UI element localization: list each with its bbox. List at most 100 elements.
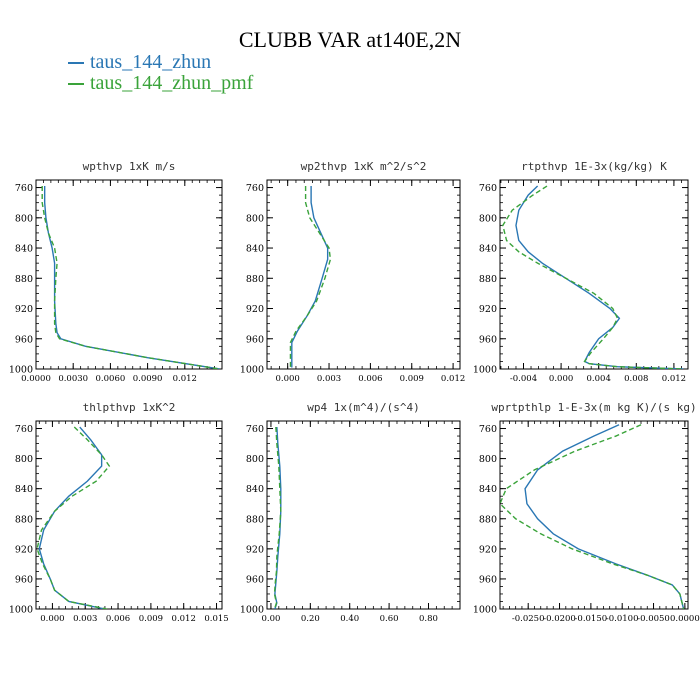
x-tick-label: -0.0200 [543, 614, 576, 624]
series-line-taus-144-zhun-pmf [289, 186, 332, 368]
plot-frame [499, 420, 689, 610]
y-tick-label: 880 [479, 274, 497, 285]
x-tick-label: 0.009 [400, 374, 424, 384]
x-tick-label: 0.015 [204, 614, 228, 624]
x-tick-label: 0.012 [662, 374, 686, 384]
plot-frame [266, 420, 461, 610]
series-line-taus-144-zhun [291, 186, 329, 368]
y-tick-label: 960 [479, 574, 497, 585]
x-tick-label: 0.004 [587, 374, 611, 384]
panel-title: wp4 1x(m^4)/(s^4) [307, 401, 420, 414]
series-line-taus-144-zhun [43, 186, 220, 369]
x-tick-label: 0.000 [276, 374, 300, 384]
x-tick-label: 0.012 [173, 374, 197, 384]
panel-title: wpthvp 1xK m/s [83, 160, 176, 173]
legend-entry: taus_144_zhun [68, 51, 211, 74]
x-tick-label: 0.20 [301, 614, 320, 624]
y-tick-label: 1000 [9, 605, 33, 616]
y-tick-label: 1000 [240, 365, 264, 376]
y-tick-label: 880 [246, 274, 264, 285]
y-tick-label: 960 [246, 334, 264, 345]
plot-frame [266, 179, 461, 370]
plot-frame [499, 179, 689, 370]
x-tick-label: 0.40 [340, 614, 359, 624]
y-tick-label: 960 [479, 334, 497, 345]
y-tick-label: 920 [479, 544, 497, 555]
plot-frame [35, 179, 223, 370]
y-tick-label: 880 [479, 514, 497, 525]
x-tick-label: 0.012 [441, 374, 465, 384]
x-tick-label: 0.0030 [58, 374, 88, 384]
x-tick-label: 0.000 [40, 614, 64, 624]
y-tick-label: 800 [246, 454, 264, 465]
y-tick-label: 800 [15, 454, 33, 465]
x-tick-label: 0.0090 [133, 374, 163, 384]
legend-label: taus_144_zhun [90, 51, 212, 73]
legend-swatch [68, 83, 84, 86]
y-tick-label: 760 [479, 183, 497, 194]
y-tick-label: 880 [15, 274, 33, 285]
x-tick-label: 0.012 [172, 614, 196, 624]
y-tick-label: 920 [479, 304, 497, 315]
y-tick-label: 760 [479, 424, 497, 435]
chart-panel: wprtpthlp 1-E-3x(m kg K)/(s kg) 760 800 840… [473, 401, 700, 624]
y-tick-label: 760 [246, 424, 264, 435]
x-tick-label: 0.60 [380, 614, 399, 624]
y-tick-label: 760 [15, 183, 33, 194]
x-tick-label: 0.0000 [21, 374, 51, 384]
y-tick-label: 880 [15, 514, 33, 525]
x-tick-label: 0.009 [139, 614, 163, 624]
y-tick-label: 760 [15, 424, 33, 435]
x-tick-label: 0.006 [358, 374, 382, 384]
panel-title: wprtpthlp 1-E-3x(m kg K)/(s kg) [491, 401, 696, 414]
series-line-taus-144-zhun [524, 424, 685, 609]
y-tick-label: 800 [15, 213, 33, 224]
x-tick-label: 0.003 [73, 614, 97, 624]
x-tick-label: -0.0100 [606, 614, 639, 624]
x-tick-label: 0.006 [106, 614, 130, 624]
series-line-taus-144-zhun-pmf [273, 426, 282, 609]
y-tick-label: 1000 [473, 605, 497, 616]
y-tick-label: 1000 [473, 365, 497, 376]
series-line-taus-144-zhun-pmf [502, 185, 684, 369]
y-tick-label: 800 [479, 213, 497, 224]
y-tick-label: 840 [246, 244, 264, 255]
y-tick-label: 1000 [240, 605, 264, 616]
y-tick-label: 840 [15, 244, 33, 255]
plot-frame [35, 420, 223, 610]
x-tick-label: -0.0150 [575, 614, 608, 624]
y-tick-label: 920 [15, 544, 33, 555]
x-tick-label: 0.003 [317, 374, 341, 384]
chart-panel: wp4 1x(m^4)/(s^4)76080084088092096010000… [240, 401, 461, 624]
y-tick-label: 920 [246, 304, 264, 315]
x-tick-label: 0.0060 [96, 374, 126, 384]
y-tick-label: 800 [246, 213, 264, 224]
x-tick-label: -0.004 [510, 374, 537, 384]
x-tick-label: 0.008 [624, 374, 648, 384]
y-tick-label: 960 [246, 574, 264, 585]
legend-swatch [68, 62, 84, 65]
y-tick-label: 840 [246, 484, 264, 495]
x-tick-label: -0.0050 [637, 614, 670, 624]
x-tick-label: 0.0000 [670, 614, 700, 624]
chart-panel: wp2thvp 1xK m^2/s^2 760 800 840 880 920 960 100… [240, 160, 465, 384]
chart-panel: wpthvp 1xK m/s76080084088092096010000.00… [9, 160, 223, 384]
series-line-taus-144-zhun [515, 185, 684, 369]
panel-title: wp2thvp 1xK m^2/s^2 [301, 160, 427, 173]
x-tick-label: 0.000 [549, 374, 573, 384]
y-tick-label: 920 [246, 544, 264, 555]
page-title: CLUBB VAR at140E,2N [238, 27, 462, 52]
y-tick-label: 960 [15, 334, 33, 345]
y-tick-label: 880 [246, 514, 264, 525]
legend-entry: taus_144_zhun_pmf [68, 72, 253, 95]
series-line-taus-144-zhun-pmf [41, 186, 220, 369]
series-line-taus-144-zhun-pmf [500, 424, 685, 609]
y-tick-label: 1000 [9, 365, 33, 376]
y-tick-label: 920 [15, 304, 33, 315]
panel-title: rtpthvp 1E-3x(kg/kg) K [521, 160, 667, 173]
panel-title: thlpthvp 1xK^2 [83, 401, 176, 414]
y-tick-label: 800 [479, 454, 497, 465]
x-tick-label: 0.00 [261, 614, 280, 624]
legend-label: taus_144_zhun_pmf [90, 72, 254, 94]
